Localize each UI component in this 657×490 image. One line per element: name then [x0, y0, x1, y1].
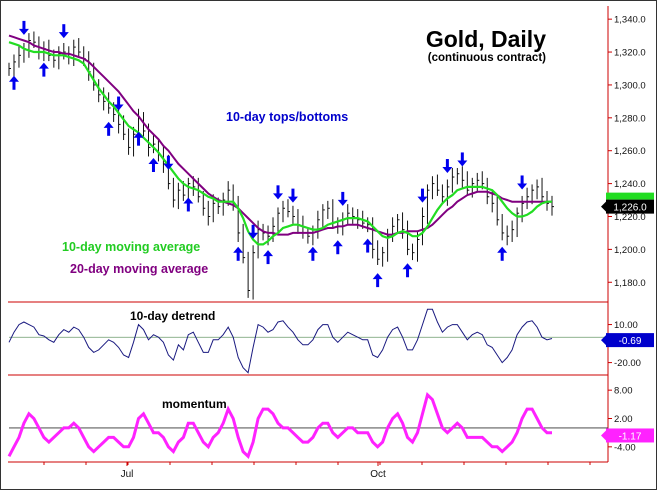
price-tick-label: 1,280.0	[614, 113, 646, 124]
detrend-label: 10-day detrend	[130, 309, 215, 323]
price-tick-label: 1,200.0	[614, 245, 646, 256]
momentum-label: momentum	[162, 397, 227, 411]
price-tick-label: 1,320.0	[614, 48, 646, 59]
ma10-line	[8, 41, 552, 246]
up-arrow-icon	[38, 62, 49, 69]
up-arrow-icon	[372, 273, 383, 280]
momentum-tick-label: 8.00	[614, 386, 633, 397]
down-arrow-icon	[442, 167, 453, 174]
price-tick-label: 1,260.0	[614, 146, 646, 157]
momentum-tick-label: -4.00	[614, 442, 636, 453]
up-arrow-icon	[263, 250, 274, 257]
ma20-line	[8, 34, 552, 236]
up-arrow-icon	[183, 197, 194, 204]
down-arrow-icon	[113, 104, 124, 111]
up-arrow-icon	[233, 246, 244, 253]
down-arrow-icon	[417, 196, 428, 203]
momentum-last-pointer	[601, 430, 606, 441]
arrow-legend-label: 10-day tops/bottoms	[226, 110, 348, 124]
price-last-box	[606, 199, 654, 214]
down-arrow-icon	[248, 232, 259, 239]
x-tick-label: Jul	[121, 469, 134, 480]
detrend-tick-label: -20.00	[614, 358, 641, 369]
momentum-line	[7, 392, 552, 459]
down-arrow-icon	[457, 160, 468, 167]
chart-subtitle: (continuous contract)	[428, 52, 546, 64]
detrend-last-text: -0.69	[619, 336, 642, 347]
momentum-tick-label: 2.00	[614, 414, 633, 425]
detrend-axis: 10.00 -20.00	[9, 320, 641, 369]
up-arrow-icon	[133, 131, 144, 138]
chart-title: Gold, Daily	[426, 26, 546, 52]
last-value-boxes: 1,226.0 -0.69 -1.17	[601, 192, 654, 443]
x-axis: Jul Oct	[43, 462, 591, 480]
up-arrow-icon	[362, 238, 373, 245]
top-bottom-arrows	[8, 20, 528, 288]
ma10-label: 10-day moving average	[62, 240, 200, 254]
down-arrow-icon	[287, 196, 298, 203]
detrend-line	[8, 308, 553, 374]
down-arrow-icon	[273, 193, 284, 200]
momentum-last-box	[606, 428, 654, 443]
price-tick-label: 1,300.0	[614, 80, 646, 91]
down-arrow-icon	[18, 28, 29, 35]
ma10-last-marker	[606, 192, 654, 200]
detrend-tick-label: 10.00	[614, 320, 638, 331]
momentum-last-text: -1.17	[619, 431, 642, 442]
price-last-text: 1,226.0	[613, 203, 647, 214]
price-axis: 1,340.0 1,320.0 1,300.0 1,280.0 1,260.0 1,240…	[608, 15, 646, 289]
up-arrow-icon	[497, 246, 508, 253]
price-tick-label: 1,340.0	[614, 15, 646, 26]
detrend-last-pointer	[601, 335, 606, 346]
up-arrow-icon	[148, 158, 159, 164]
ma20-label: 20-day moving average	[70, 262, 208, 276]
x-tick-label: Oct	[370, 469, 386, 480]
down-arrow-icon	[517, 183, 528, 190]
price-tick-label: 1,220.0	[614, 212, 646, 223]
down-arrow-icon	[58, 32, 69, 39]
price-last-pointer	[601, 201, 606, 212]
up-arrow-icon	[332, 240, 343, 247]
up-arrow-icon	[8, 75, 19, 82]
price-tick-label: 1,240.0	[614, 179, 646, 190]
up-arrow-icon	[103, 121, 114, 128]
momentum-axis: 8.00 2.00 -4.00	[9, 386, 636, 453]
price-tick-label: 1,180.0	[614, 278, 646, 289]
up-arrow-icon	[402, 263, 413, 270]
down-arrow-icon	[337, 199, 348, 206]
detrend-last-box	[606, 333, 654, 348]
down-arrow-icon	[163, 163, 174, 170]
price-bars	[8, 31, 554, 300]
up-arrow-icon	[307, 246, 318, 253]
